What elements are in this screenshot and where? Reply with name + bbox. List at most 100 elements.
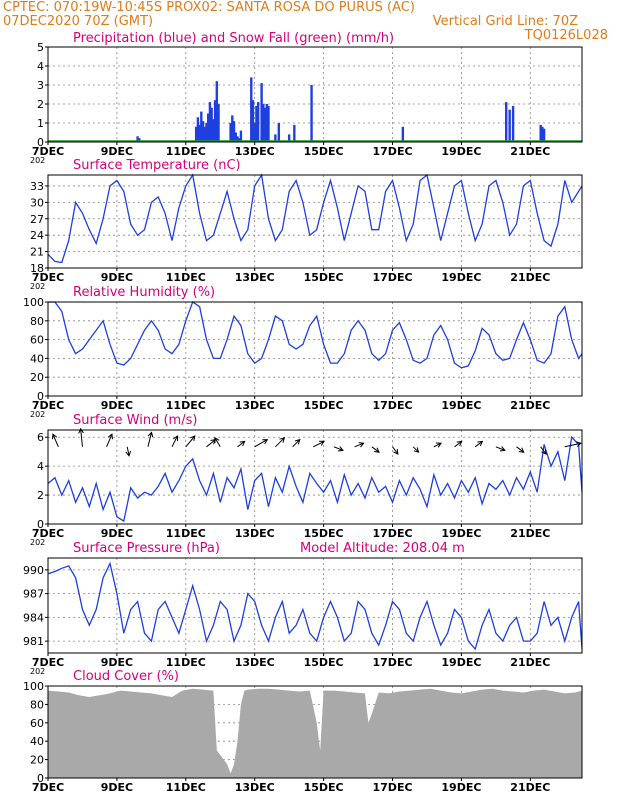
- wind-arrowhead: [337, 446, 344, 452]
- y-tick-label: 60: [30, 334, 44, 347]
- x-tick-label: 9DEC: [101, 781, 133, 794]
- x-year-label: 202: [30, 156, 45, 165]
- x-tick-label: 11DEC: [166, 527, 206, 540]
- y-tick-label: 0: [37, 518, 44, 531]
- precip-bar: [238, 138, 241, 142]
- wind-arrowhead: [239, 440, 246, 447]
- wind-vector: [333, 446, 344, 451]
- wind-arrowhead: [499, 446, 506, 452]
- x-tick-label: 13DEC: [235, 399, 275, 412]
- y-tick-label: 20: [30, 754, 44, 767]
- precip-bar: [217, 104, 220, 142]
- wind-arrowhead: [107, 433, 113, 440]
- wind-arrowhead: [541, 448, 547, 455]
- y-tick-label: 3: [37, 79, 44, 92]
- x-tick-label: 19DEC: [441, 781, 481, 794]
- x-tick-label: 21DEC: [510, 527, 550, 540]
- precip-bar: [267, 105, 270, 142]
- panel-title: Precipitation (blue) and Snow Fall (gree…: [73, 31, 394, 46]
- wind-arrowhead: [173, 435, 179, 442]
- wind-vector: [564, 442, 582, 448]
- wind-vector: [495, 446, 506, 451]
- x-tick-label: 15DEC: [304, 781, 344, 794]
- precip-bar: [198, 124, 201, 142]
- header-model-id: TQ0126L028: [524, 28, 608, 43]
- y-tick-label: 100: [23, 296, 44, 309]
- wind-arrowhead: [51, 433, 58, 440]
- precip-bar: [231, 115, 234, 142]
- header-date: 07DEC2020 70Z (GMT): [3, 14, 154, 29]
- x-tick-label: 17DEC: [373, 527, 413, 540]
- panel-annotation: Model Altitude: 208.04 m: [300, 541, 465, 556]
- precip-bar: [210, 107, 213, 142]
- x-tick-label: 9DEC: [101, 399, 133, 412]
- wind-arrowhead: [189, 435, 196, 442]
- wind-arrowhead: [413, 447, 420, 453]
- wind-vector: [371, 446, 380, 453]
- series-line: [47, 173, 583, 264]
- header-line1: CPTEC: 070:19W-10:45S PROX02: SANTA ROSA…: [3, 0, 415, 15]
- x-tick-label: 11DEC: [166, 145, 206, 158]
- wind-arrowhead: [125, 450, 132, 457]
- wind-arrowhead: [279, 437, 286, 443]
- precip-bar: [253, 123, 256, 142]
- x-year-label: 202: [30, 410, 45, 419]
- x-tick-label: 21DEC: [510, 271, 550, 284]
- wind-arrowhead: [518, 447, 525, 453]
- y-tick-label: 2: [37, 489, 44, 502]
- wind-vector: [292, 439, 301, 448]
- y-tick-label: 984: [23, 611, 44, 624]
- wind-arrowhead: [374, 447, 380, 453]
- x-tick-label: 9DEC: [101, 145, 133, 158]
- x-tick-label: 15DEC: [304, 145, 344, 158]
- x-tick-label: 7DEC: [32, 781, 64, 794]
- x-tick-label: 15DEC: [304, 656, 344, 669]
- y-tick-label: 21: [30, 246, 44, 259]
- y-tick-label: 2: [37, 98, 44, 111]
- y-tick-label: 990: [23, 564, 44, 577]
- precip-bar: [293, 124, 296, 142]
- panel-title: Cloud Cover (%): [73, 669, 179, 684]
- y-tick-label: 33: [30, 180, 44, 193]
- cloud-area: [48, 688, 582, 778]
- y-tick-label: 1: [37, 117, 44, 130]
- precip-bar: [236, 136, 239, 142]
- x-tick-label: 9DEC: [101, 656, 133, 669]
- wind-vector: [254, 439, 268, 448]
- precip-bar: [310, 85, 313, 142]
- x-tick-label: 11DEC: [166, 271, 206, 284]
- precip-bar: [505, 102, 508, 142]
- x-tick-label: 7DEC: [32, 527, 64, 540]
- y-tick-label: 60: [30, 717, 44, 730]
- wind-vector: [126, 446, 130, 456]
- wind-arrowhead: [358, 442, 365, 448]
- wind-vector: [52, 434, 59, 447]
- panel-3: 0 2 4 6 7DEC 9DEC 11DEC 13DEC 15DEC 17DEC 19DEC 21D…: [30, 413, 583, 547]
- wind-arrowhead: [576, 441, 582, 447]
- x-tick-label: 17DEC: [373, 781, 413, 794]
- y-tick-label: 4: [37, 460, 44, 473]
- x-tick-label: 19DEC: [441, 527, 481, 540]
- panel-0: 0 1 2 3 4 5 7DEC 9DEC 11DEC 13DEC 15DEC 17DEC 19DEC 2…: [30, 31, 583, 165]
- precip-bar: [200, 111, 203, 142]
- precip-bar: [262, 104, 265, 142]
- x-tick-label: 15DEC: [304, 399, 344, 412]
- y-tick-label: 18: [30, 262, 44, 275]
- x-tick-label: 7DEC: [32, 656, 64, 669]
- precip-bar: [201, 121, 205, 142]
- precip-bar: [508, 109, 511, 142]
- series-line: [47, 435, 583, 523]
- wind-vector: [516, 446, 525, 453]
- wind-vector: [185, 435, 196, 448]
- wind-arrowhead: [294, 438, 301, 445]
- precip-bar: [138, 138, 141, 142]
- x-tick-label: 17DEC: [373, 656, 413, 669]
- precip-bar: [229, 123, 232, 142]
- y-tick-label: 6: [37, 431, 44, 444]
- panel-frame: [47, 46, 583, 143]
- precip-bar: [260, 83, 263, 142]
- precip-bar: [263, 107, 267, 142]
- precip-bar: [136, 136, 139, 142]
- panel-title: Relative Humidity (%): [73, 285, 215, 300]
- wind-vector: [412, 446, 419, 453]
